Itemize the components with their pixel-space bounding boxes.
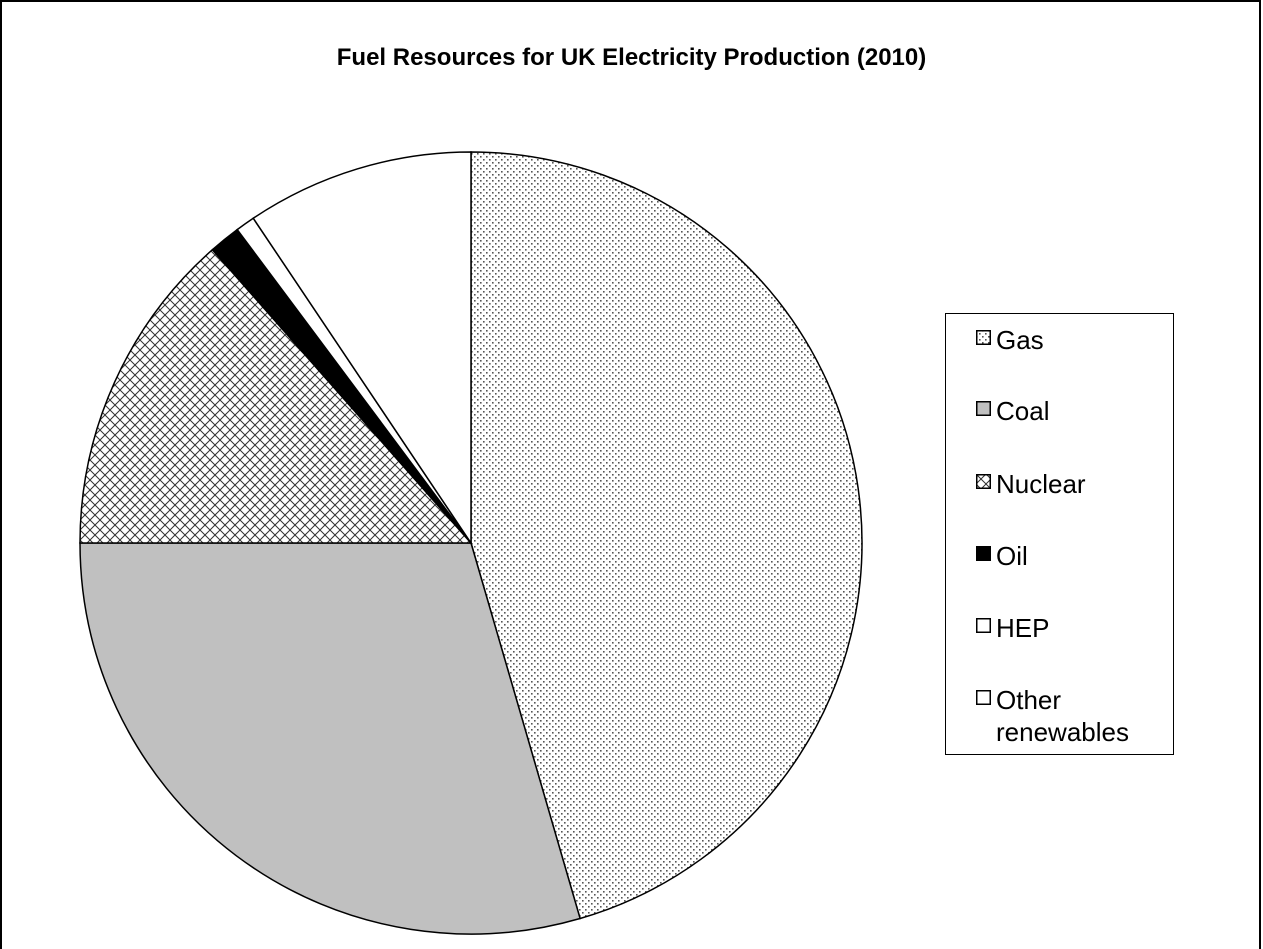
gas-swatch-icon [976,330,991,345]
legend-label-hep: HEP [996,613,1050,643]
chart-title: Fuel Resources for UK Electricity Produc… [336,44,927,71]
hep-swatch-icon [976,618,991,633]
legend-item-hep: HEP [976,612,1156,644]
legend-label-nuclear: Nuclear [996,469,1086,499]
legend-label-oil: Oil [996,541,1028,571]
pie-slices [79,151,863,935]
legend-label-gas: Gas [996,325,1044,355]
legend-item-other-renewables: Other renewables [976,684,1156,748]
other-renewables-swatch-icon [976,690,991,705]
pie-slice-coal [79,542,582,935]
nuclear-swatch-icon [976,474,991,489]
legend-label-coal: Coal [996,396,1050,426]
oil-swatch-icon [976,546,991,561]
pie-slice-nuclear [79,248,473,544]
legend: Gas Coal Nuclear Oil HEP Other renewable… [945,313,1174,755]
coal-swatch-icon [976,401,991,416]
legend-item-nuclear: Nuclear [976,468,1156,500]
legend-label-other-renewables: Other renewables [996,685,1129,747]
legend-item-coal: Coal [976,395,1156,427]
pie-slice-gas [470,151,863,920]
legend-item-gas: Gas [976,324,1156,356]
legend-item-oil: Oil [976,540,1156,572]
pie-slice-other-renewables [252,151,472,546]
